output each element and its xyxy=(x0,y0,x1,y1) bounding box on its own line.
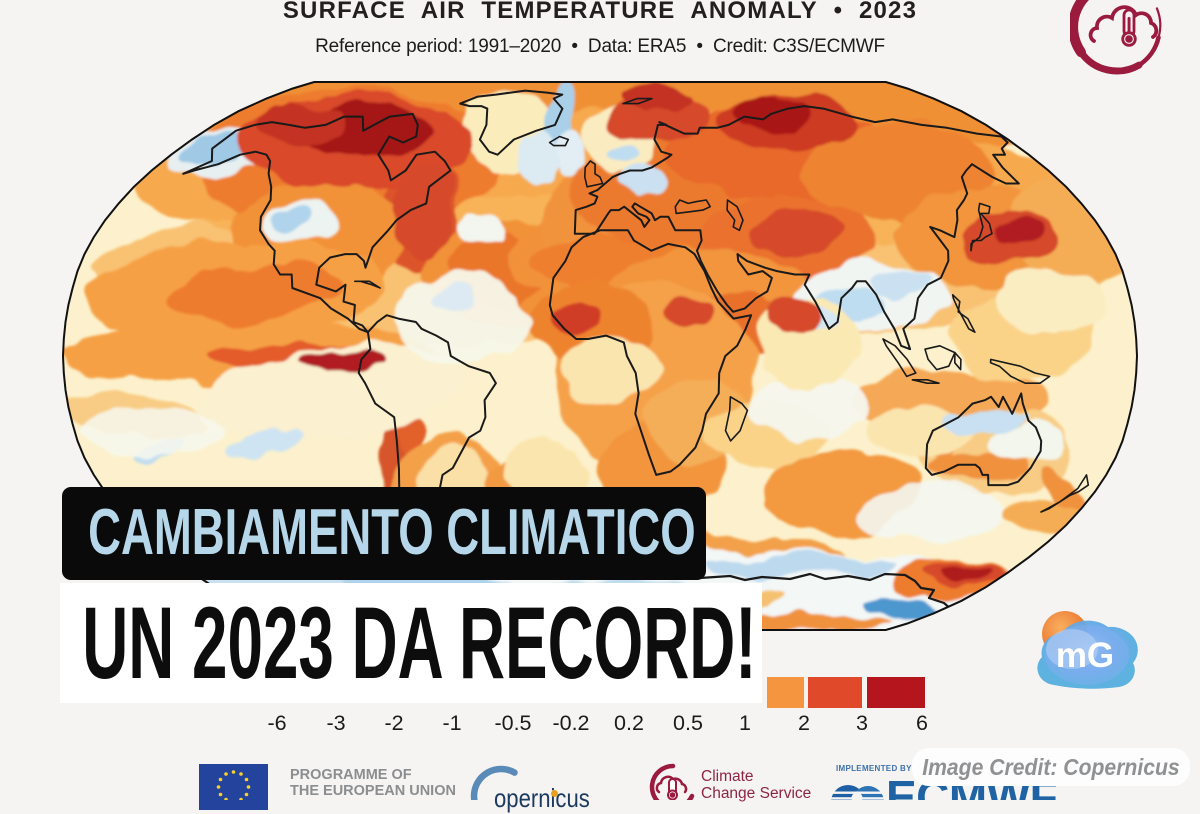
svg-text:mG: mG xyxy=(1056,636,1114,675)
